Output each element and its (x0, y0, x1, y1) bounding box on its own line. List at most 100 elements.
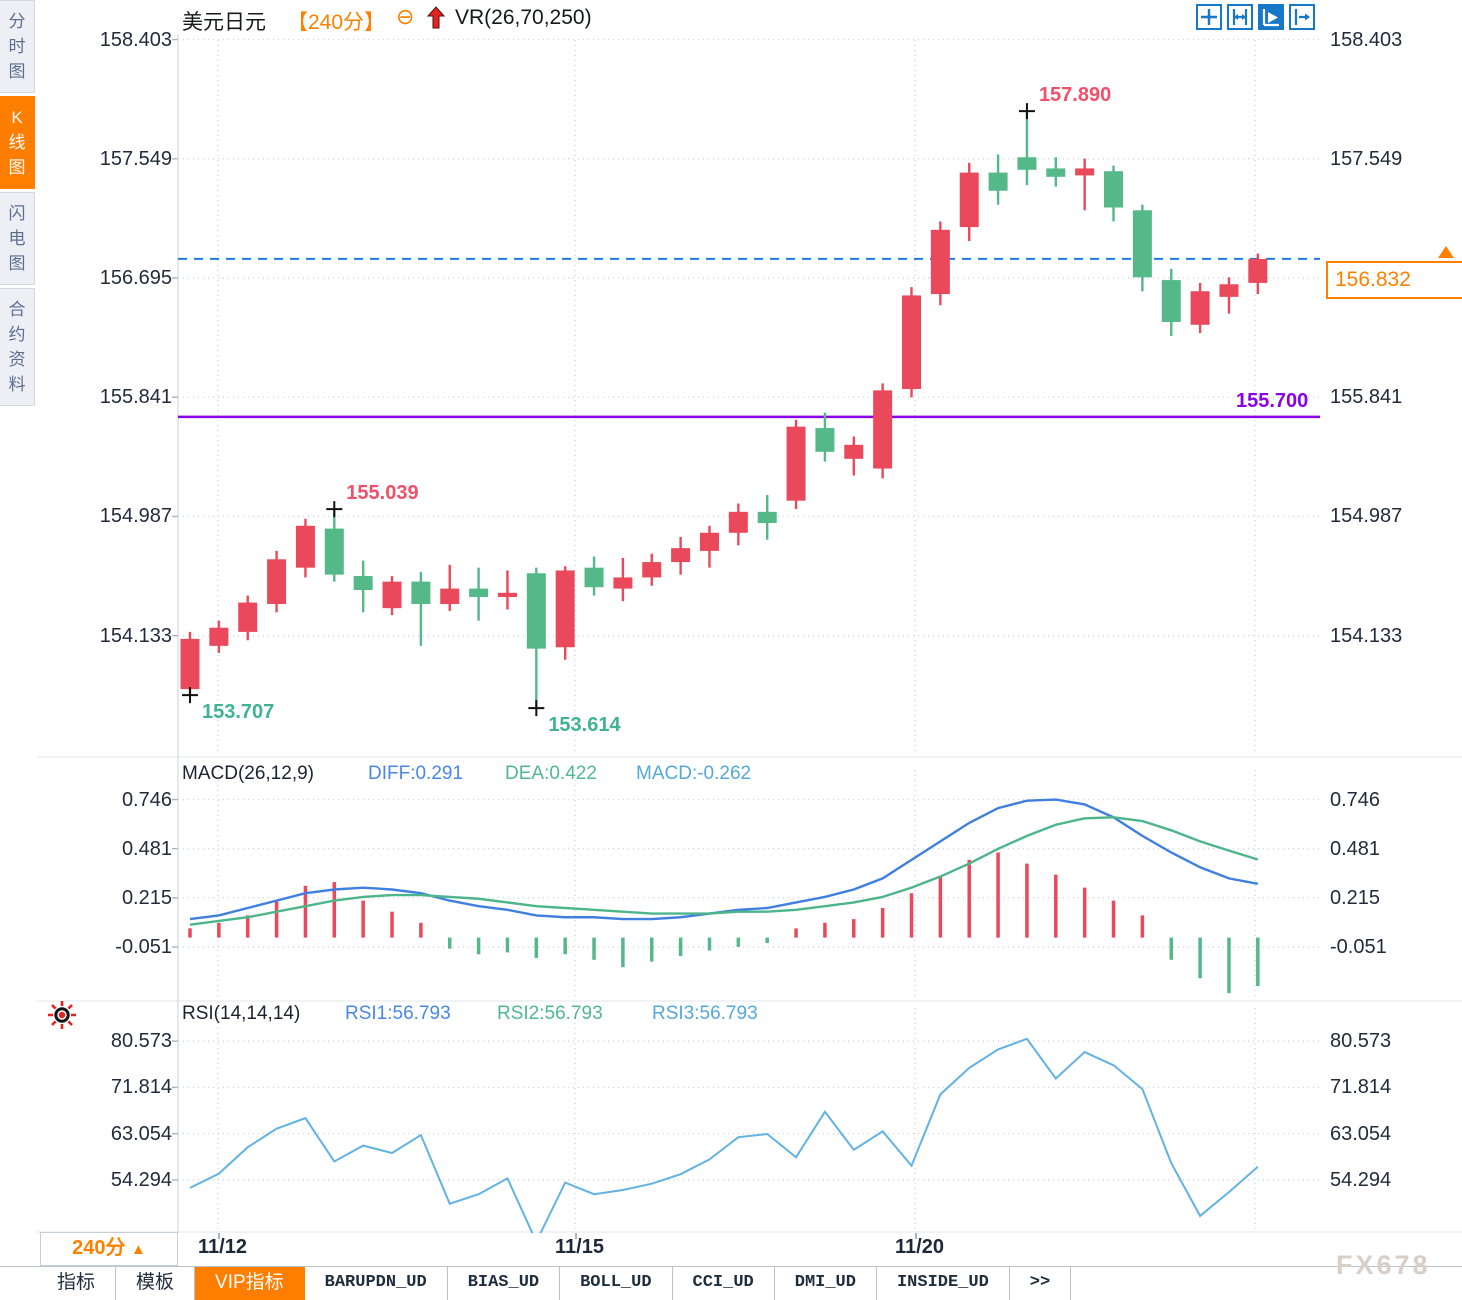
sidebar-tab-char: 图 (8, 254, 26, 273)
price-axis-label: 158.403 (99, 28, 172, 51)
period-selector-arrow-icon: ▲ (131, 1241, 146, 1258)
bottom-tab--[interactable]: 指标 (37, 1267, 117, 1300)
rsi-axis-label: 63.054 (1330, 1122, 1392, 1145)
rsi2-value: RSI2:56.793 (497, 1003, 603, 1024)
bottom-tab-vip-[interactable]: VIP指标 (195, 1267, 305, 1300)
current-price-tag: 156.832 (1326, 261, 1462, 299)
rsi3-value: RSI3:56.793 (652, 1003, 758, 1024)
bottom-tab-dmi-ud[interactable]: DMI_UD (775, 1267, 877, 1300)
macd-title: MACD(26,12,9) (182, 763, 314, 784)
macd-histogram (188, 852, 1260, 994)
macd-dea-line (189, 816, 1259, 926)
rsi-axis-label: 54.294 (110, 1169, 172, 1191)
macd-axis-label: 0.746 (1330, 788, 1381, 811)
rsi-axis-label: 71.814 (1330, 1076, 1392, 1099)
date-tick (915, 1233, 917, 1239)
low-price-annotation: 153.614 (548, 714, 621, 737)
collapse-icon[interactable]: ⊖ (396, 4, 415, 29)
indicator-tab-bar: 指标 模板 VIP指标 BARUPDN_UD BIAS_UD BOLL_UD CCI_UD D… (0, 1266, 1462, 1300)
sidebar-tab-4[interactable]: 合约资料 (0, 288, 35, 406)
price-axis-label: 155.841 (1330, 386, 1403, 409)
extreme-marker-icon (1018, 103, 1035, 120)
candlesticks (180, 111, 1268, 709)
sidebar-tab-char: 资 (8, 350, 26, 369)
date-axis-row: 11/12 11/15 11/20 (37, 1233, 1462, 1266)
rsi-axis-label: 54.294 (1330, 1169, 1392, 1191)
sidebar-tab-char: 约 (8, 325, 26, 344)
sidebar-tab-char: 料 (8, 375, 26, 394)
extreme-marker-icon (326, 501, 343, 518)
sidebar-tab-1[interactable]: 分时图 (0, 0, 35, 93)
rsi1-value: RSI1:56.793 (345, 1003, 451, 1024)
low-price-annotation: 153.707 (202, 701, 275, 724)
price-axis-label: 158.403 (1330, 28, 1403, 51)
rsi-line (189, 1037, 1259, 1245)
price-axis-label: 156.695 (99, 267, 172, 289)
extreme-marker-icon (182, 687, 198, 704)
rsi-axis-label: 63.054 (110, 1122, 172, 1145)
high-price-annotation: 157.890 (1038, 84, 1112, 107)
date-axis-label: 11/12 (198, 1236, 247, 1258)
date-axis-label: 11/20 (895, 1236, 944, 1258)
date-tick (575, 1233, 577, 1239)
rsi-title: RSI(14,14,14) (182, 1003, 301, 1024)
price-axis-label: 154.133 (99, 624, 172, 647)
price-axis-label: 157.549 (99, 147, 172, 170)
macd-axis-label: 0.746 (121, 788, 172, 811)
bottom-tab-barupdn-ud[interactable]: BARUPDN_UD (305, 1267, 448, 1300)
move-crosshair-icon[interactable] (1196, 4, 1222, 30)
extreme-marker-icon (528, 700, 545, 717)
macd-axis-label: 0.481 (121, 837, 172, 860)
sidebar-tab-char: 时 (8, 37, 26, 56)
price-axis-label: 155.841 (99, 386, 172, 409)
sidebar-tab-char: K (11, 108, 23, 127)
rsi-axis-label: 80.573 (1330, 1030, 1392, 1053)
bottom-tab-bias-ud[interactable]: BIAS_UD (448, 1267, 561, 1300)
bottom-tab--[interactable]: >> (1010, 1267, 1072, 1300)
macd-diff-value: DIFF:0.291 (368, 763, 464, 784)
price-axis-label: 154.133 (1330, 624, 1403, 647)
overlay-indicator-label[interactable]: VR(26,70,250) (455, 6, 592, 29)
sidebar-tab-char: 线 (8, 133, 26, 152)
symbol-title: 美元日元 (182, 11, 266, 34)
auto-scroll-icon[interactable] (1258, 4, 1284, 30)
pan-right-icon[interactable] (1289, 4, 1315, 30)
hline-price-label: 155.700 (1236, 390, 1309, 412)
axis-scale-icon[interactable] (1227, 4, 1253, 30)
macd-axis-label: 0.215 (1330, 886, 1381, 909)
sidebar-tab-char: 图 (8, 62, 26, 81)
sidebar-tab-char: 图 (8, 158, 26, 177)
sidebar-tab-char: 闪 (8, 204, 26, 223)
macd-axis-label: 0.481 (1330, 837, 1381, 860)
date-tick (218, 1233, 220, 1239)
bottom-tab-boll-ud[interactable]: BOLL_UD (560, 1267, 673, 1300)
up-arrow-icon (426, 6, 446, 29)
date-axis-label: 11/15 (555, 1236, 604, 1258)
rsi-axis-label: 71.814 (110, 1076, 172, 1099)
macd-axis-label: -0.051 (1330, 936, 1387, 959)
sidebar-tab-char: 电 (8, 229, 26, 248)
period-label[interactable]: 【240分】 (287, 11, 386, 34)
period-selector-label: 240分 (72, 1237, 126, 1259)
period-selector[interactable]: 240分 ▲ (40, 1232, 178, 1266)
sidebar-tab-3[interactable]: 闪电图 (0, 192, 35, 285)
macd-axis-label: -0.051 (115, 936, 172, 959)
bottom-tab--[interactable]: 模板 (116, 1267, 196, 1300)
bottom-tab-inside-ud[interactable]: INSIDE_UD (877, 1267, 1010, 1300)
rsi-axis-label: 80.573 (110, 1030, 172, 1053)
indicator-settings-sun-icon[interactable] (46, 999, 78, 1031)
sidebar-tab-char: 分 (8, 12, 26, 31)
macd-value: MACD:-0.262 (636, 763, 752, 784)
price-up-arrow-icon (1438, 246, 1454, 258)
watermark: FX678 (1336, 1250, 1431, 1280)
price-axis-label: 154.987 (99, 505, 172, 528)
bottom-tab-cci-ud[interactable]: CCI_UD (673, 1267, 775, 1300)
macd-axis-label: 0.215 (121, 886, 172, 909)
macd-dea-value: DEA:0.422 (505, 763, 597, 784)
high-price-annotation: 155.039 (346, 482, 419, 505)
sidebar-tab-char: 合 (8, 300, 26, 319)
price-axis-label: 154.987 (1330, 505, 1403, 528)
